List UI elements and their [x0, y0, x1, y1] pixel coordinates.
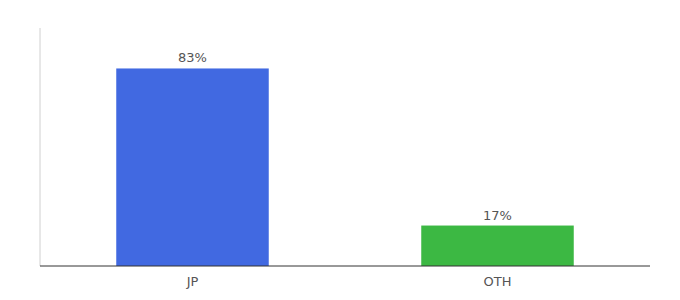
plot-area: 83% 17% JP OTH: [40, 28, 650, 289]
x-tick-label: OTH: [484, 274, 512, 289]
y-axis-line: [40, 28, 41, 266]
bar: [421, 226, 574, 266]
bars: [116, 68, 574, 266]
x-axis-line: [40, 266, 650, 267]
chart-container: 83% 17% JP OTH: [0, 0, 680, 300]
chart: 83% 17% JP OTH: [0, 0, 680, 300]
data-label: 83%: [178, 50, 207, 65]
x-tick-label: JP: [186, 274, 199, 289]
data-labels: 83% 17%: [178, 50, 512, 222]
data-label: 17%: [483, 208, 512, 223]
bar: [116, 68, 269, 266]
